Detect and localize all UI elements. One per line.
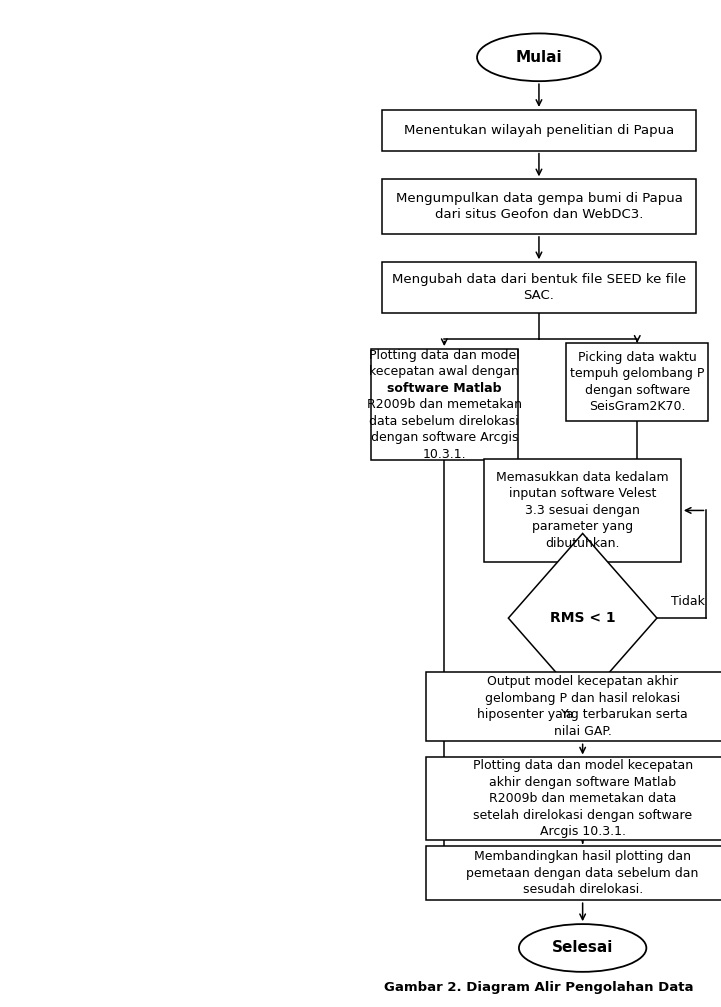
Text: gelombang P dan hasil relokasi: gelombang P dan hasil relokasi — [485, 692, 681, 705]
Text: tempuh gelombang P: tempuh gelombang P — [570, 368, 704, 381]
Text: Membandingkan hasil plotting dan: Membandingkan hasil plotting dan — [474, 850, 691, 863]
Text: Selesai: Selesai — [552, 941, 614, 956]
Text: Ya: Ya — [561, 708, 575, 721]
FancyBboxPatch shape — [371, 349, 518, 460]
Text: Memasukkan data kedalam: Memasukkan data kedalam — [496, 471, 669, 484]
FancyBboxPatch shape — [382, 262, 696, 312]
FancyBboxPatch shape — [426, 847, 721, 900]
Text: setelah direlokasi dengan software: setelah direlokasi dengan software — [473, 809, 692, 822]
Text: hiposenter yang terbarukan serta: hiposenter yang terbarukan serta — [477, 708, 688, 721]
Text: R2009b dan memetakan data: R2009b dan memetakan data — [489, 793, 676, 806]
Text: software Matlab: software Matlab — [387, 382, 502, 395]
FancyBboxPatch shape — [485, 459, 681, 562]
Text: nilai GAP.: nilai GAP. — [554, 725, 611, 738]
Text: data sebelum direlokasi: data sebelum direlokasi — [369, 415, 519, 428]
Text: Tidak: Tidak — [671, 595, 704, 607]
Text: Mulai: Mulai — [516, 49, 562, 64]
Text: dibutuhkan.: dibutuhkan. — [545, 537, 620, 550]
Text: Menentukan wilayah penelitian di Papua: Menentukan wilayah penelitian di Papua — [404, 124, 674, 137]
FancyBboxPatch shape — [382, 110, 696, 151]
FancyBboxPatch shape — [426, 757, 721, 840]
Text: dengan software Arcgis: dengan software Arcgis — [371, 431, 518, 444]
Text: Arcgis 10.3.1.: Arcgis 10.3.1. — [539, 825, 626, 838]
Text: Mengumpulkan data gempa bumi di Papua: Mengumpulkan data gempa bumi di Papua — [396, 192, 682, 204]
Text: 10.3.1.: 10.3.1. — [423, 447, 466, 460]
Text: sesudah direlokasi.: sesudah direlokasi. — [523, 883, 642, 896]
Text: dari situs Geofon dan WebDC3.: dari situs Geofon dan WebDC3. — [435, 208, 643, 222]
Text: Gambar 2. Diagram Alir Pengolahan Data: Gambar 2. Diagram Alir Pengolahan Data — [384, 982, 694, 994]
Text: Output model kecepatan akhir: Output model kecepatan akhir — [487, 676, 678, 689]
FancyBboxPatch shape — [426, 672, 721, 741]
Text: SeisGram2K70.: SeisGram2K70. — [589, 400, 686, 413]
Text: Plotting data dan model: Plotting data dan model — [369, 348, 520, 362]
Text: dengan software: dengan software — [585, 384, 690, 397]
Text: Plotting data dan model kecepatan: Plotting data dan model kecepatan — [472, 759, 693, 772]
Text: 3.3 sesuai dengan: 3.3 sesuai dengan — [525, 504, 640, 517]
FancyBboxPatch shape — [566, 343, 708, 421]
Polygon shape — [508, 534, 657, 703]
Ellipse shape — [477, 33, 601, 82]
Text: kecepatan awal dengan: kecepatan awal dengan — [369, 366, 519, 378]
Text: R2009b dan memetakan: R2009b dan memetakan — [367, 398, 522, 411]
Text: parameter yang: parameter yang — [532, 521, 633, 534]
Text: RMS < 1: RMS < 1 — [550, 611, 616, 625]
FancyBboxPatch shape — [382, 179, 696, 234]
Text: pemetaan dengan data sebelum dan: pemetaan dengan data sebelum dan — [466, 867, 699, 880]
Ellipse shape — [519, 924, 646, 972]
Text: inputan software Velest: inputan software Velest — [509, 487, 656, 500]
Text: Mengubah data dari bentuk file SEED ke file: Mengubah data dari bentuk file SEED ke f… — [392, 273, 686, 286]
Text: akhir dengan software Matlab: akhir dengan software Matlab — [489, 775, 676, 788]
Text: SAC.: SAC. — [523, 289, 554, 302]
Text: Picking data waktu: Picking data waktu — [578, 350, 696, 364]
